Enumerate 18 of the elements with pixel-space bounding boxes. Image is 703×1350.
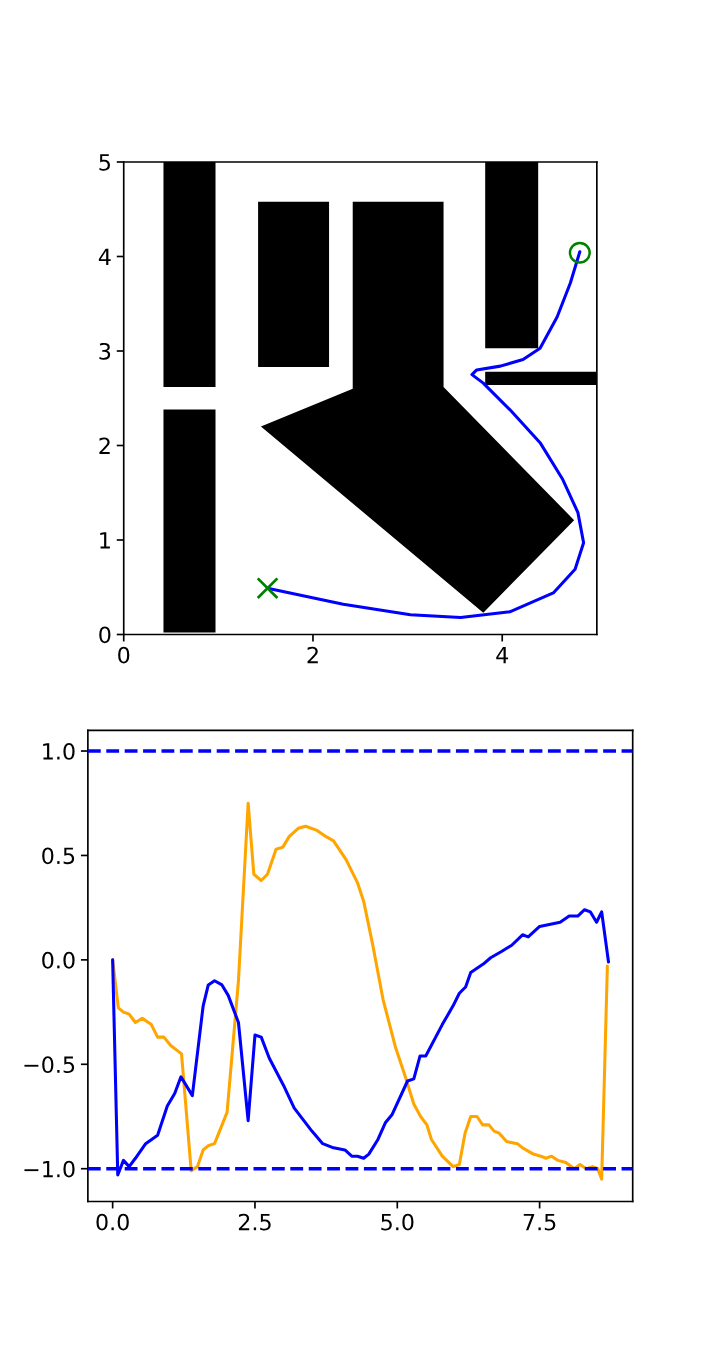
x-tick-label: 7.5 xyxy=(523,1213,556,1231)
y-tick-label: 3 xyxy=(99,342,111,360)
y-tick-label: 0.0 xyxy=(42,951,75,969)
x-tick-label: 2.5 xyxy=(238,1213,271,1231)
x-tick-label: 2 xyxy=(307,646,318,664)
x-tick-label: 0 xyxy=(118,646,130,664)
x-tick-label: 4 xyxy=(496,646,509,664)
x-tick-label: 5.0 xyxy=(381,1213,414,1231)
y-tick-label: 1 xyxy=(100,532,110,549)
y-tick-label: 1.0 xyxy=(43,742,75,760)
y-tick-label: −0.5 xyxy=(24,1056,75,1074)
y-tick-label: 2 xyxy=(99,437,110,454)
y-tick-label: 5 xyxy=(99,154,110,171)
y-tick-label: 0 xyxy=(99,626,111,644)
y-tick-label: 4 xyxy=(98,248,111,265)
line-series xyxy=(111,801,609,1181)
y-tick-label: −1.0 xyxy=(24,1160,75,1178)
y-tick-label: 0.5 xyxy=(42,847,75,865)
